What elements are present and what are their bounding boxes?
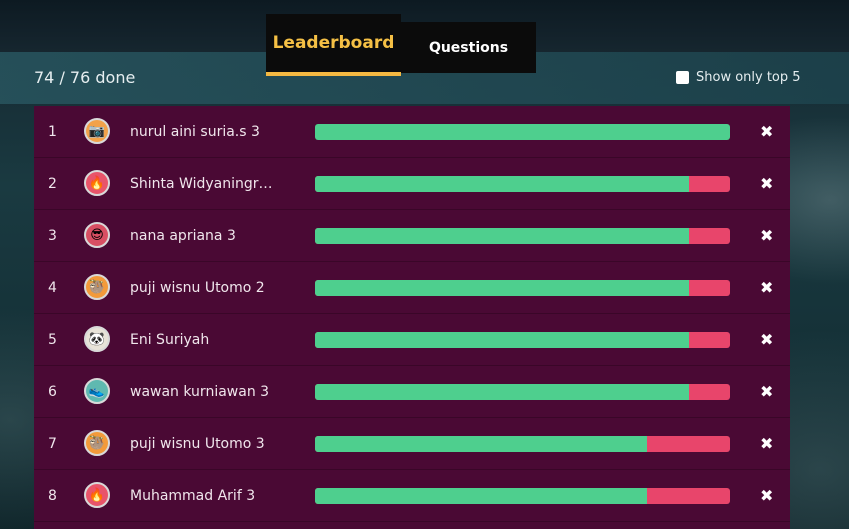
player-name: puji wisnu Utomo 3 bbox=[130, 436, 265, 452]
rank-number: 5 bbox=[48, 332, 57, 348]
score-bar bbox=[315, 280, 730, 296]
score-bar bbox=[315, 176, 730, 192]
rank-number: 4 bbox=[48, 280, 57, 296]
player-name: puji wisnu Utomo 2 bbox=[130, 280, 265, 296]
score-bar bbox=[315, 384, 730, 400]
camera-avatar-icon: 📷 bbox=[84, 118, 110, 144]
score-bar bbox=[315, 124, 730, 140]
score-bar-correct-fill bbox=[315, 124, 730, 140]
leaderboard-row: 5 🐼 Eni Suriyah ✖ bbox=[34, 314, 790, 366]
leaderboard-list: 1 📷 nurul aini suria.s 3 ✖ 2 🔥 Shinta Widyanin… bbox=[34, 106, 790, 529]
mask-avatar-icon: 😎 bbox=[84, 222, 110, 248]
leaderboard-row: 3 😎 nana apriana 3 ✖ bbox=[34, 210, 790, 262]
player-name: Muhammad Arif 3 bbox=[130, 488, 256, 504]
player-name: nana apriana 3 bbox=[130, 228, 236, 244]
score-bar-correct-fill bbox=[315, 228, 689, 244]
player-name: Shinta Widyaningrum 3 bbox=[130, 176, 275, 192]
score-bar-correct-fill bbox=[315, 488, 647, 504]
score-bar bbox=[315, 436, 730, 452]
player-name: nurul aini suria.s 3 bbox=[130, 124, 260, 140]
progress-count: 74 / 76 done bbox=[34, 68, 136, 87]
player-name: wawan kurniawan 3 bbox=[130, 384, 270, 400]
leaderboard-row: 8 🔥 Muhammad Arif 3 ✖ bbox=[34, 470, 790, 522]
tab-leaderboard[interactable]: Leaderboard bbox=[266, 14, 401, 76]
sloth-avatar-icon: 🦥 bbox=[84, 430, 110, 456]
show-top-5-checkbox[interactable] bbox=[676, 71, 689, 84]
rank-number: 6 bbox=[48, 384, 57, 400]
remove-player-icon[interactable]: ✖ bbox=[760, 382, 774, 401]
shoe-avatar-icon: 👟 bbox=[84, 378, 110, 404]
fire-avatar-icon: 🔥 bbox=[84, 482, 110, 508]
show-top-5-label: Show only top 5 bbox=[696, 70, 801, 85]
rank-number: 8 bbox=[48, 488, 57, 504]
remove-player-icon[interactable]: ✖ bbox=[760, 330, 774, 349]
leaderboard-row: 1 📷 nurul aini suria.s 3 ✖ bbox=[34, 106, 790, 158]
score-bar bbox=[315, 332, 730, 348]
remove-player-icon[interactable]: ✖ bbox=[760, 486, 774, 505]
score-bar-correct-fill bbox=[315, 436, 647, 452]
panda-avatar-icon: 🐼 bbox=[84, 326, 110, 352]
sloth-avatar-icon: 🦥 bbox=[84, 274, 110, 300]
show-top-5-toggle[interactable]: Show only top 5 bbox=[676, 70, 801, 85]
score-bar bbox=[315, 228, 730, 244]
tab-questions[interactable]: Questions bbox=[401, 22, 536, 73]
rank-number: 1 bbox=[48, 124, 57, 140]
score-bar bbox=[315, 488, 730, 504]
rank-number: 2 bbox=[48, 176, 57, 192]
leaderboard-row: 2 🔥 Shinta Widyaningrum 3 ✖ bbox=[34, 158, 790, 210]
score-bar-correct-fill bbox=[315, 332, 689, 348]
player-name: Eni Suriyah bbox=[130, 332, 210, 348]
score-bar-correct-fill bbox=[315, 280, 689, 296]
leaderboard-row: 4 🦥 puji wisnu Utomo 2 ✖ bbox=[34, 262, 790, 314]
remove-player-icon[interactable]: ✖ bbox=[760, 434, 774, 453]
score-bar-correct-fill bbox=[315, 176, 689, 192]
score-bar-correct-fill bbox=[315, 384, 689, 400]
leaderboard-row: 6 👟 wawan kurniawan 3 ✖ bbox=[34, 366, 790, 418]
remove-player-icon[interactable]: ✖ bbox=[760, 174, 774, 193]
rank-number: 7 bbox=[48, 436, 57, 452]
rank-number: 3 bbox=[48, 228, 57, 244]
remove-player-icon[interactable]: ✖ bbox=[760, 226, 774, 245]
remove-player-icon[interactable]: ✖ bbox=[760, 122, 774, 141]
fire-avatar-icon: 🔥 bbox=[84, 170, 110, 196]
leaderboard-row: 7 🦥 puji wisnu Utomo 3 ✖ bbox=[34, 418, 790, 470]
remove-player-icon[interactable]: ✖ bbox=[760, 278, 774, 297]
